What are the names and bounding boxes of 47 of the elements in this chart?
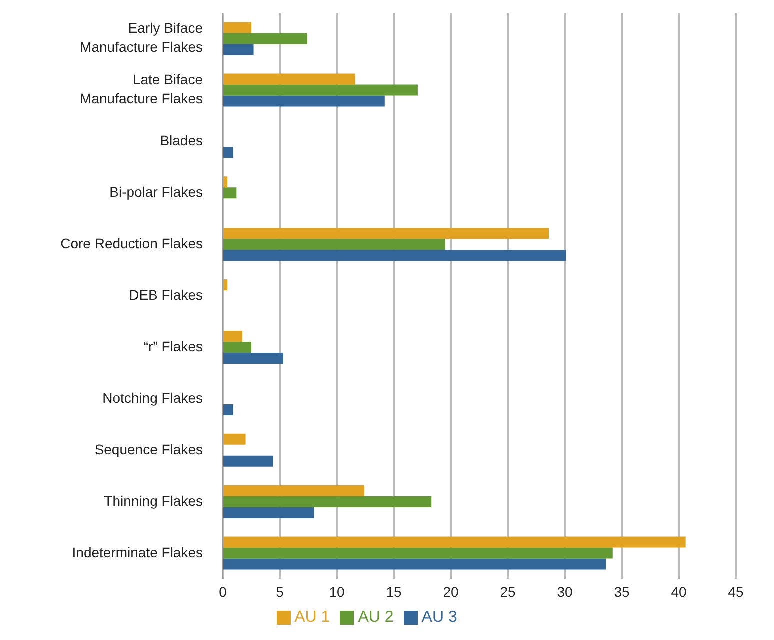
legend-label: AU 3 [422,609,458,626]
bar [223,342,252,353]
bar [223,536,686,548]
bar [223,404,234,416]
bar [223,352,284,364]
x-tick-label: 15 [386,584,402,600]
bar [223,44,254,56]
bar [223,147,234,158]
legend-label: AU 2 [358,609,394,626]
y-tick-label: Indeterminate Flakes [72,544,203,560]
bar [223,456,274,467]
bar [223,507,314,518]
bar [223,485,364,496]
x-tick-label: 45 [728,584,744,600]
legend-label: AU 1 [294,609,330,626]
y-tick-label: Blades [160,132,203,148]
y-tick-label: Thinning Flakes [104,492,203,509]
x-tick-label: 30 [557,584,573,600]
y-tick-label: “r” Flakes [144,338,203,354]
y-tick-label: Early Biface Manufacture Flakes [80,20,204,55]
y-tick-label: Core Reduction Flakes [60,235,203,252]
bar [223,96,385,107]
y-tick-label: Bi-polar Flakes [110,184,203,200]
bar [223,22,252,34]
bar [223,188,237,199]
bar [223,74,356,85]
bar [223,250,566,262]
y-tick-label: Late Biface Manufacture Flakes [80,71,204,106]
x-tick-label: 35 [614,584,630,600]
bar [223,330,242,342]
bar [223,496,432,508]
bar [223,228,550,240]
bar [223,33,308,44]
x-tick-label: 10 [329,584,345,600]
bar [223,434,246,445]
x-tick-label: 5 [276,584,284,600]
x-tick-label: 0 [219,584,228,600]
bar [223,84,418,96]
y-tick-label: DEB Flakes [129,286,203,303]
x-tick-label: 40 [671,584,687,600]
x-tick-label: 25 [500,584,516,600]
x-tick-label: 20 [443,584,459,600]
bar [223,558,606,570]
bar [223,548,613,559]
y-tick-label: Notching Flakes [102,390,203,406]
bar [223,239,446,250]
y-tick-label: Sequence Flakes [94,441,203,458]
